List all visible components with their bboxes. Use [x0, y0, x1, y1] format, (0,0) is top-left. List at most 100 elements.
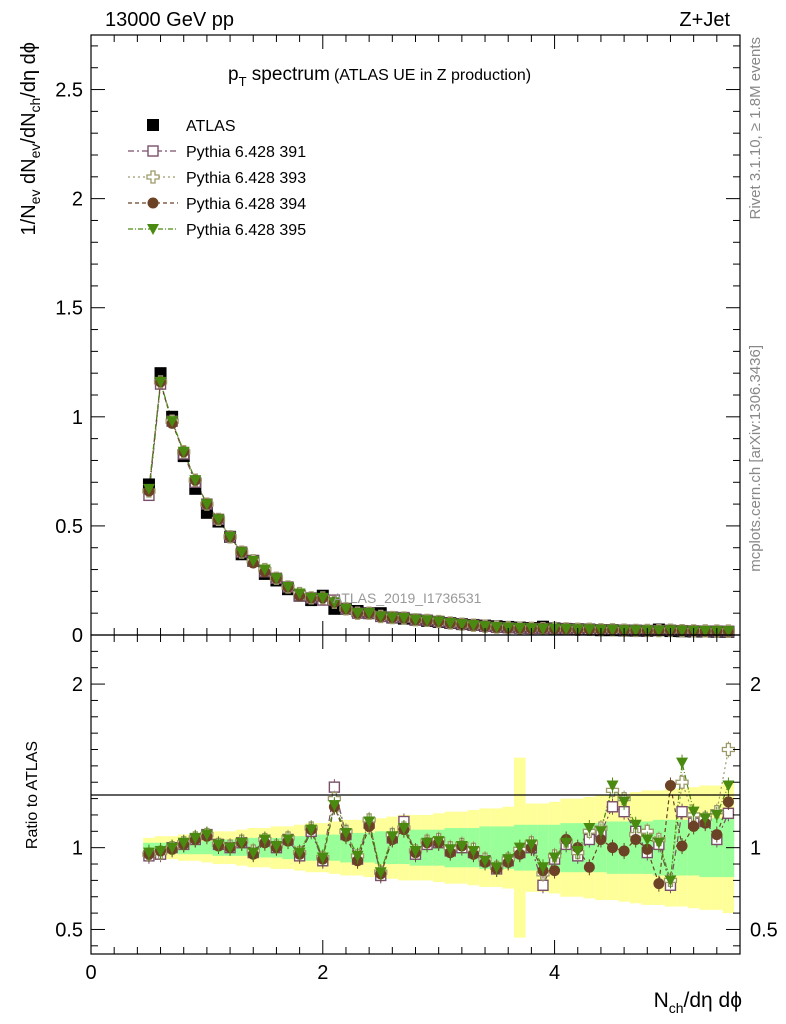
ratio-data-point [664, 780, 676, 792]
ratio-data-point [455, 841, 468, 853]
ratio-data-point [721, 742, 736, 757]
ratio-data-point [583, 823, 596, 835]
legend-marker [147, 145, 159, 157]
ratio-data-point [687, 806, 700, 818]
analysis-watermark: ATLAS_2019_I1736531 [333, 590, 482, 606]
ratio-data-point [560, 837, 573, 849]
ylabel-b: dN [18, 158, 40, 189]
main-data-point [200, 506, 213, 519]
ratio-data-point [502, 854, 515, 866]
green-band-bin [305, 834, 317, 861]
ylabel-c: /dN [18, 112, 40, 143]
ratio-data-point [154, 845, 167, 857]
ratio-data-point [607, 842, 619, 854]
x-tick-label: 2 [317, 962, 328, 984]
green-band-bin [386, 831, 399, 865]
main-data-point [629, 625, 642, 637]
green-band-bin [502, 826, 515, 869]
ratio-y-tick-label: 1 [72, 838, 83, 860]
ratio-y-tick-label: 0.5 [55, 919, 83, 941]
ratio-data-point [200, 829, 213, 841]
main-data-point [409, 614, 422, 626]
ratio-data-point [629, 819, 642, 831]
ratio-data-point [675, 775, 689, 789]
legend-label: Pythia 6.428 393 [186, 170, 306, 187]
green-band-bin [699, 818, 712, 878]
main-data-point [583, 624, 596, 636]
ratio-data-point [212, 839, 225, 851]
ratio-data-point [676, 840, 688, 852]
main-data-point [235, 547, 248, 559]
title-rest: spectrum [247, 64, 330, 85]
green-band-bin [687, 819, 700, 876]
process-label: Z+Jet [679, 9, 730, 31]
ratio-data-point [166, 842, 179, 854]
ratio-data-point [618, 796, 631, 808]
ratio-data-point [711, 829, 723, 841]
green-band-bin [583, 823, 596, 873]
xlabel: Nch/dη dϕ [654, 989, 742, 1016]
main-data-point [316, 592, 329, 604]
legend-marker [146, 170, 160, 184]
main-data-point [247, 555, 260, 567]
ratio-data-point [363, 816, 376, 828]
ratio-data-point [536, 862, 549, 874]
ratio-data-point [676, 805, 688, 818]
legend-label: ATLAS [186, 118, 236, 135]
ratio-data-point [618, 845, 630, 857]
ratio-data-point [479, 855, 492, 867]
ratio-data-point [374, 867, 387, 879]
ratio-data-point [316, 852, 329, 864]
title-p: p [228, 64, 239, 85]
ratio-data-point [549, 865, 561, 877]
green-band-bin [328, 834, 341, 861]
main-data-point [166, 416, 179, 428]
ratio-data-point [710, 809, 723, 821]
green-band-bin [363, 832, 375, 863]
main-y-tick-label: 1 [72, 407, 83, 429]
main-data-point [224, 531, 237, 543]
ratio-data-point [641, 834, 654, 846]
ylabel-b-sub: ev [27, 144, 43, 159]
main-data-point [374, 611, 387, 623]
main-y-tick-label: 1.5 [55, 298, 83, 320]
ratio-panel-marks [142, 741, 736, 894]
green-band-bin [711, 818, 723, 878]
ratio-y-tick-label: 2 [72, 674, 83, 696]
legend-marker [147, 197, 159, 209]
main-data-point [282, 582, 295, 593]
x-tick-label: 0 [85, 962, 96, 984]
ratio-data-point [583, 861, 595, 873]
ratio-data-point [235, 837, 248, 849]
ratio-data-point [641, 843, 653, 855]
green-band-bin [595, 823, 607, 873]
main-y-tick-label: 0.5 [55, 516, 83, 538]
ratio-data-point [688, 820, 700, 832]
main-data-point [154, 367, 167, 380]
title-note: (ATLAS UE in Z production) [334, 67, 531, 84]
green-band-bin [351, 832, 364, 863]
green-band-bin [629, 821, 642, 874]
ratio-data-point [525, 839, 538, 851]
main-data-point [200, 499, 213, 511]
ratio-data-point [653, 878, 665, 890]
ratio-data-point [293, 847, 306, 859]
main-data-point [328, 597, 341, 609]
ratio-data-point [676, 757, 689, 769]
main-data-point [722, 626, 735, 638]
axis-ticks: 0 2 400.511.522.50.5 0.51 12 2 [55, 35, 778, 984]
main-data-point [270, 573, 283, 585]
main-data-point [432, 616, 445, 628]
green-band-bin [548, 824, 561, 871]
main-y-tick-label: 2 [72, 189, 83, 211]
ratio-data-point [722, 796, 734, 808]
ratio-data-point [386, 831, 399, 843]
ratio-data-point [606, 801, 619, 813]
ratio-data-point [467, 845, 480, 857]
legend-marker [147, 224, 159, 235]
main-data-point [177, 446, 190, 458]
ratio-data-point [247, 847, 260, 859]
ratio-data-point [594, 826, 607, 838]
energy-label: 13000 GeV pp [105, 9, 234, 31]
